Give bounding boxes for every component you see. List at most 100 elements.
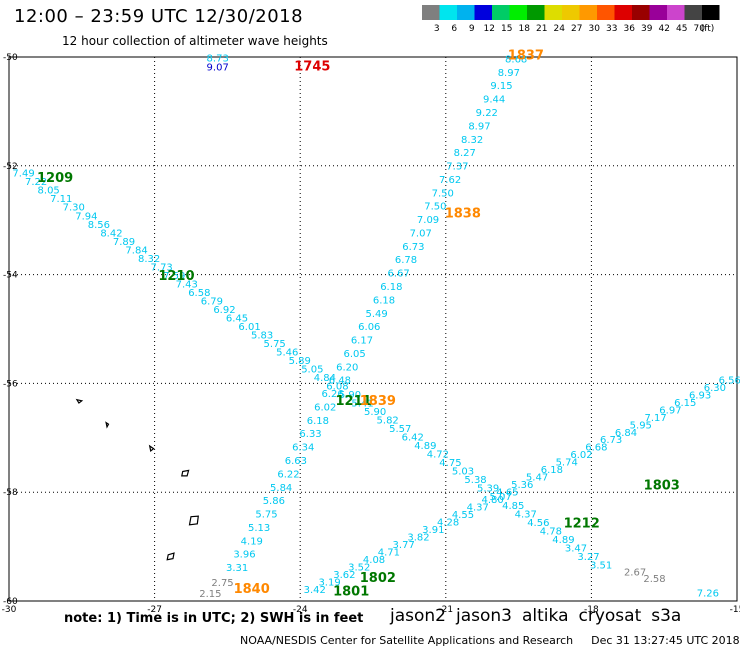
legend-swatch — [544, 5, 562, 20]
wave-height-value-low: 2.67 — [624, 567, 646, 578]
satellite-jason2: jason2 — [390, 606, 446, 626]
wave-height-value: 6.30 — [704, 383, 726, 394]
lon-tick-label: -24 — [293, 605, 308, 615]
wave-height-value: 6.06 — [358, 322, 380, 333]
wave-height-value: 6.08 — [326, 382, 348, 393]
wave-height-value: 7.50 — [432, 188, 454, 199]
map-frame — [8, 56, 738, 602]
lon-tick-label: -30 — [2, 605, 17, 615]
wave-height-value: 7.22 — [25, 177, 47, 188]
wave-height-value: 5.84 — [270, 483, 292, 494]
wave-height-value: 4.56 — [527, 518, 549, 529]
wave-height-value: 5.41 — [351, 399, 373, 410]
islands — [75, 398, 199, 561]
legend-swatch — [422, 5, 440, 20]
wave-height-value-low: 2.75 — [211, 578, 233, 589]
wave-height-value: 6.05 — [343, 349, 365, 360]
island-outline — [148, 444, 155, 452]
wave-height-value: 8.68 — [505, 54, 527, 65]
color-legend: 3 6 9 12 15 18 21 24 27 30 33 36 39 42 45 70(ft) — [422, 5, 720, 34]
wave-height-value: 6.56 — [719, 375, 740, 386]
legend-tick-label: 3 — [434, 24, 440, 34]
wave-height-value: 6.18 — [307, 416, 329, 427]
wave-height-value: 6.02 — [570, 450, 592, 461]
legend-tick-label: 45 — [676, 24, 687, 34]
wave-height-value: 3.77 — [393, 540, 415, 551]
legend-swatch — [632, 5, 650, 20]
wave-height-value: 7.07 — [410, 228, 432, 239]
legend-tick-label: 21 — [536, 24, 547, 34]
wave-height-value: 7.59 — [163, 271, 185, 282]
credit-line: NOAA/NESDIS Center for Satellite Applica… — [240, 634, 740, 647]
map-grid: -30 -27 -24 -21 -18 -15 -50 -52 -54 -56 -58 -60 — [2, 53, 740, 615]
wave-height-value: 3.91 — [422, 525, 444, 536]
island-outline — [75, 398, 84, 404]
legend-swatch — [667, 5, 685, 20]
wave-height-value: 6.34 — [292, 443, 314, 454]
wave-height-value: 4.89 — [552, 535, 574, 546]
wave-height-value: 7.50 — [424, 202, 446, 213]
wave-height-value: 4.37 — [467, 503, 489, 514]
satellite-s3a: s3a — [651, 606, 682, 626]
note-text: note: 1) Time is in UTC; 2) SWH is in fe… — [64, 611, 364, 626]
wave-height-value: 7.73 — [151, 262, 173, 273]
legend-tick-label: 12 — [484, 24, 495, 34]
wave-height-value: 7.09 — [417, 215, 439, 226]
wave-height-value: 3.19 — [318, 577, 340, 588]
wave-height-value: 3.52 — [348, 562, 370, 573]
pass-time-label: 1838 — [445, 206, 481, 221]
legend-swatch — [614, 5, 632, 20]
wave-height-value: 5.49 — [366, 309, 388, 320]
wave-height-value: 5.57 — [389, 424, 411, 435]
pass-time-label: 1837 — [508, 49, 544, 64]
wave-height-value: 6.22 — [277, 469, 299, 480]
pass-time-label: 1745 — [294, 60, 330, 75]
wave-height-value: 4.08 — [363, 555, 385, 566]
wave-height-value: 6.84 — [615, 428, 637, 439]
legend-swatch — [439, 5, 457, 20]
lon-tick-label: -15 — [730, 605, 740, 615]
lat-tick-label: -54 — [3, 271, 18, 281]
legend-swatch — [649, 5, 667, 20]
wave-height-value: 3.31 — [226, 563, 248, 574]
wave-height-value: 5.89 — [289, 356, 311, 367]
page-subtitle: 12 hour collection of altimeter wave hei… — [62, 34, 328, 48]
legend-swatch — [597, 5, 615, 20]
wave-height-value: 8.32 — [461, 135, 483, 146]
timestamp: Dec 31 13:27:45 UTC 2018 — [591, 634, 740, 647]
legend-tick-label: 15 — [501, 24, 512, 34]
wave-height-value: 5.13 — [248, 523, 270, 534]
wave-height-value: 7.62 — [439, 175, 461, 186]
wave-height-value: 4.65 — [496, 488, 518, 499]
pass-time-label: 1802 — [360, 571, 396, 586]
satellite-legend: jason2 jason3 altika cryosat s3a — [390, 606, 691, 626]
page-title: 12:00 – 23:59 UTC 12/30/2018 — [14, 6, 304, 27]
wave-height-value: 3.27 — [577, 552, 599, 563]
legend-tick-label: 36 — [624, 24, 636, 34]
wave-height-value: 8.97 — [468, 121, 490, 132]
legend-swatch — [562, 5, 580, 20]
wave-height-value: 6.20 — [336, 362, 358, 373]
pass-time-label: 1211 — [335, 394, 371, 409]
legend-swatch — [509, 5, 527, 20]
wave-height-value-low: 2.15 — [199, 589, 221, 600]
wave-height-value: 3.42 — [304, 585, 326, 596]
wave-height-value: 5.36 — [511, 480, 533, 491]
wave-height-value: 4.78 — [540, 526, 562, 537]
pass-time-label: 1210 — [158, 269, 194, 284]
lat-tick-label: -56 — [3, 379, 18, 389]
wave-height-value: 8.05 — [38, 186, 60, 197]
wave-height-value: 6.15 — [674, 398, 696, 409]
wave-height-value: 6.79 — [201, 296, 223, 307]
wave-height-value: 7.84 — [125, 245, 147, 256]
wave-height-value: 4.37 — [515, 509, 537, 520]
wave-height-value: 9.44 — [483, 95, 505, 106]
wave-height-value: 5.03 — [452, 467, 474, 478]
legend-tick-label: 18 — [519, 24, 531, 34]
wave-height-value: 7.17 — [644, 413, 666, 424]
wave-height-value: 6.92 — [213, 305, 235, 316]
wave-height-value: 5.75 — [255, 510, 277, 521]
wave-height-value: 6.01 — [238, 322, 260, 333]
